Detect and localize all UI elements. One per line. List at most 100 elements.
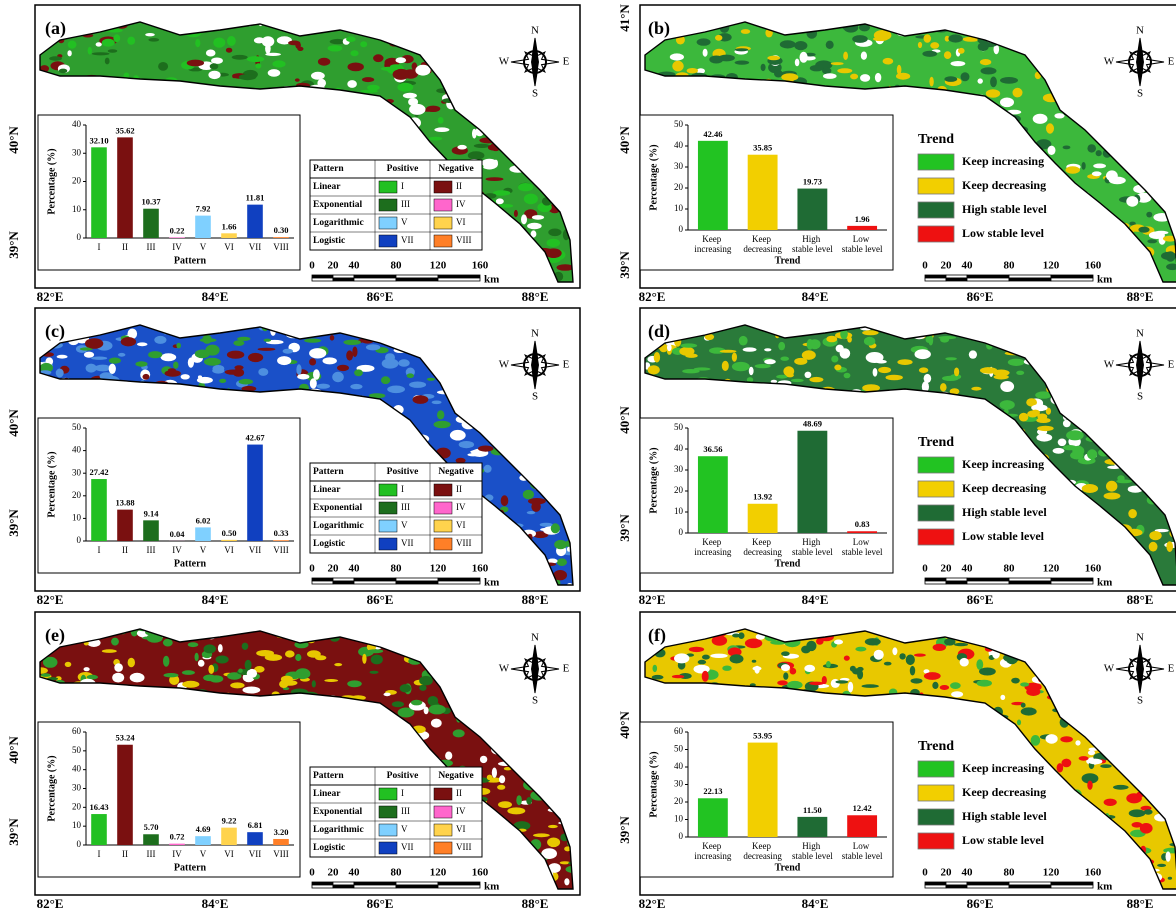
land-patch <box>402 136 419 143</box>
land-patch <box>1104 493 1121 500</box>
scale-segment <box>967 275 1009 278</box>
land-patch <box>438 117 444 124</box>
land-patch <box>1077 50 1094 60</box>
land-patch <box>738 632 744 639</box>
land-patch <box>988 268 998 271</box>
land-patch <box>641 581 654 587</box>
land-patch <box>381 126 394 129</box>
land-patch <box>566 347 575 354</box>
scale-segment <box>333 275 354 278</box>
legend-swatch <box>434 788 452 800</box>
land-patch <box>940 383 947 391</box>
land-patch <box>957 417 962 426</box>
land-patch <box>390 138 401 144</box>
land-patch <box>899 276 912 286</box>
land-patch <box>1111 334 1123 345</box>
land-patch <box>1020 22 1032 26</box>
land-patch <box>342 759 346 765</box>
land-patch <box>516 795 522 805</box>
land-patch <box>1054 509 1061 513</box>
land-patch <box>785 401 801 405</box>
land-patch <box>539 781 546 788</box>
x-tick-label: II <box>122 545 128 555</box>
land-patch <box>318 412 331 415</box>
land-patch <box>462 44 479 51</box>
scale-unit: km <box>484 881 499 893</box>
land-patch <box>521 693 529 703</box>
land-patch <box>40 377 53 386</box>
land-patch <box>906 453 916 457</box>
land-patch <box>547 678 554 685</box>
land-patch <box>1123 88 1130 95</box>
land-patch <box>492 347 499 355</box>
land-patch <box>371 655 383 665</box>
land-patch <box>950 852 960 858</box>
land-patch <box>1020 33 1033 42</box>
land-patch <box>1107 132 1115 140</box>
land-patch <box>639 402 656 412</box>
land-patch <box>818 102 835 110</box>
land-patch <box>893 399 903 405</box>
land-patch <box>366 344 380 350</box>
land-patch <box>1163 433 1176 441</box>
land-patch <box>362 77 374 82</box>
land-patch <box>1030 46 1043 49</box>
land-patch <box>206 50 216 57</box>
land-patch <box>1066 241 1081 247</box>
land-patch <box>946 407 955 413</box>
land-patch <box>1117 675 1121 678</box>
land-patch <box>198 660 205 667</box>
land-patch <box>854 701 859 710</box>
land-patch <box>467 453 478 456</box>
land-patch <box>1124 348 1137 354</box>
land-patch <box>456 695 474 699</box>
land-patch <box>554 715 564 726</box>
land-patch <box>970 543 980 550</box>
land-patch <box>540 268 553 279</box>
land-patch <box>918 42 922 48</box>
scale-label: 0 <box>309 563 315 575</box>
land-patch <box>83 279 98 287</box>
y-axis-label: Percentage (%) <box>648 144 659 210</box>
value-label: 5.70 <box>144 822 159 832</box>
compass-letter: E <box>1168 56 1175 68</box>
land-patch <box>1057 399 1070 404</box>
land-patch <box>899 653 905 659</box>
scale-label: 80 <box>1004 260 1016 272</box>
compass-letter: N <box>531 632 539 644</box>
panel-label: (b) <box>648 18 670 39</box>
land-patch <box>501 89 515 95</box>
land-patch <box>672 61 683 72</box>
land-patch <box>655 698 667 704</box>
land-patch <box>1132 44 1139 50</box>
land-patch <box>369 140 384 149</box>
land-patch <box>1046 734 1058 744</box>
land-patch <box>938 451 954 456</box>
land-patch <box>481 159 498 170</box>
compass-letter: N <box>1136 328 1144 340</box>
land-patch <box>1086 817 1097 824</box>
land-patch <box>1143 420 1160 425</box>
land-patch <box>513 735 517 743</box>
lon-tick-label: 82°E <box>37 592 64 607</box>
land-patch <box>1098 552 1107 558</box>
land-patch <box>822 67 831 74</box>
scale-segment <box>312 578 333 581</box>
panel-label: (e) <box>45 625 65 646</box>
land-patch <box>512 388 524 391</box>
land-patch <box>986 332 991 338</box>
land-patch <box>1147 462 1151 471</box>
land-patch <box>828 583 833 591</box>
land-patch <box>1079 756 1089 761</box>
land-patch <box>508 439 513 446</box>
scale-segment <box>438 885 480 888</box>
land-patch <box>276 398 293 407</box>
land-patch <box>1033 323 1049 333</box>
scale-segment <box>354 581 396 584</box>
y-tick-label: 20 <box>674 485 684 495</box>
table-header: Negative <box>438 771 473 781</box>
legend-label: II <box>456 181 462 191</box>
land-patch <box>673 883 685 887</box>
legend-swatch <box>379 824 397 836</box>
land-patch <box>108 49 118 52</box>
